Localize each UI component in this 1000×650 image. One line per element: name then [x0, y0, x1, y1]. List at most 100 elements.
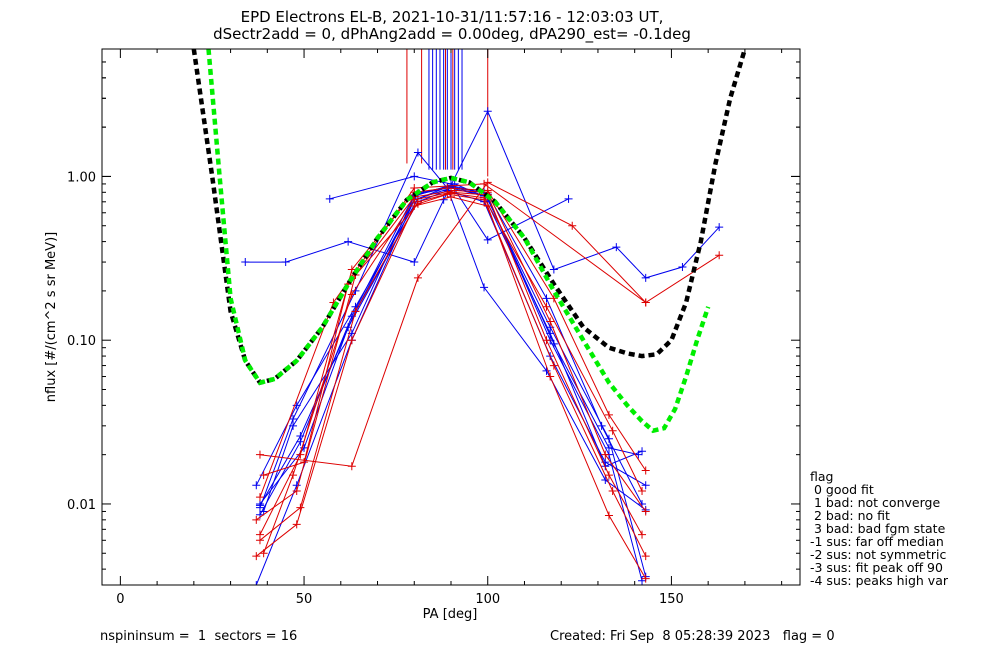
data-point-marker [638, 486, 647, 495]
fit-curve-green [206, 49, 711, 434]
y-tick-label: 0.01 [67, 498, 96, 513]
legend-item: 2 bad: no fit [810, 508, 890, 523]
data-point-marker [601, 476, 610, 485]
data-point-marker [604, 410, 613, 419]
data-point-marker [410, 172, 419, 181]
data-point-marker [546, 317, 555, 326]
x-tick-label: 0 [116, 592, 124, 607]
data-point-marker [347, 265, 356, 274]
data-point-marker [483, 235, 492, 244]
data-point-marker [638, 447, 647, 456]
footer-left: nspininsum = 1 sectors = 16 [100, 629, 297, 644]
data-point-marker [289, 415, 298, 424]
data-point-marker [252, 581, 261, 585]
data-point-marker [292, 486, 301, 495]
legend-item: -3 sus: fit peak off 90 [810, 560, 943, 575]
data-point-marker [604, 471, 613, 480]
data-point-marker [351, 307, 360, 316]
data-point-marker [549, 361, 558, 370]
data-point-marker [483, 186, 492, 195]
data-point-marker [289, 421, 298, 430]
data-point-marker [608, 486, 617, 495]
data-point-marker [344, 237, 353, 246]
x-tick-label: 150 [659, 592, 684, 607]
legend-item: -4 sus: peaks high var [810, 573, 949, 588]
data-point-marker [443, 183, 452, 192]
legend-item: 0 good fit [810, 482, 874, 497]
data-point-marker [546, 372, 555, 381]
data-point-marker [641, 298, 650, 307]
series-line-16 [259, 183, 720, 498]
chart-title-line2: dSectr2add = 0, dPhAng2add = 0.00deg, dP… [213, 25, 691, 44]
data-point-marker [546, 329, 555, 338]
data-point-marker [292, 520, 301, 529]
data-point-marker [641, 481, 650, 490]
data-point-marker [480, 179, 489, 188]
data-point-marker [638, 576, 647, 585]
data-point-marker [483, 107, 492, 116]
data-point-marker [296, 450, 305, 459]
data-point-marker [300, 458, 309, 467]
data-point-marker [678, 262, 687, 271]
series-line-10 [259, 193, 647, 557]
data-point-marker [597, 421, 606, 430]
series-line-15 [259, 181, 647, 467]
data-point-marker [715, 223, 724, 232]
series-line-11 [263, 191, 643, 554]
data-point-marker [568, 221, 577, 230]
data-point-marker [255, 530, 264, 539]
data-point-marker [601, 450, 610, 459]
chart-title-line1: EPD Electrons EL-B, 2021-10-31/11:57:16 … [241, 8, 664, 26]
legend-item: -1 sus: far off median [810, 534, 944, 549]
data-point-marker [296, 432, 305, 441]
data-point-marker [564, 194, 573, 203]
data-point-marker [715, 251, 724, 260]
data-point-marker [413, 273, 422, 282]
data-point-marker [255, 493, 264, 502]
x-tick-label: 100 [475, 592, 500, 607]
data-point-marker [252, 515, 261, 524]
data-point-marker [480, 283, 489, 292]
series-line-13 [256, 192, 643, 521]
data-point-marker [612, 243, 621, 252]
data-point-marker [608, 426, 617, 435]
data-point-marker [604, 434, 613, 443]
legend-item: 3 bad: bad fgm state [810, 521, 946, 536]
data-point-marker [542, 302, 551, 311]
fit-curve-black [191, 49, 748, 386]
data-point-marker [604, 443, 613, 452]
y-tick-label: 1.00 [67, 170, 96, 185]
data-point-marker [604, 511, 613, 520]
data-point-marker [241, 258, 250, 267]
footer-right: Created: Fri Sep 8 05:28:39 2023 flag = … [550, 629, 835, 644]
data-point-marker [413, 199, 422, 208]
data-point-marker [259, 471, 268, 480]
data-point-marker [347, 290, 356, 299]
data-point-marker [281, 258, 290, 267]
data-point-marker [447, 189, 455, 198]
legend: flag 0 good fit 1 bad: not converge 2 ba… [810, 469, 949, 588]
series-line-4 [259, 186, 647, 577]
data-point-marker [549, 265, 558, 274]
data-point-marker [641, 507, 650, 516]
data-point-marker [410, 258, 419, 267]
data-point-marker [255, 450, 264, 459]
x-axis-label: PA [deg] [423, 607, 478, 622]
x-tick-label: 50 [296, 592, 313, 607]
data-point-marker [259, 549, 268, 558]
data-point-marker [641, 574, 650, 583]
data-point-marker [296, 503, 305, 512]
series-line-9 [255, 196, 647, 579]
data-point-marker [252, 552, 261, 561]
data-point-marker [641, 273, 650, 282]
data-point-marker [252, 481, 261, 490]
data-point-marker [347, 462, 356, 471]
y-tick-label: 0.10 [67, 334, 96, 349]
data-point-marker [542, 294, 551, 303]
data-point-marker [410, 183, 419, 192]
data-point-marker [325, 194, 334, 203]
legend-item: -2 sus: not symmetric [810, 547, 946, 562]
data-point-marker [292, 401, 301, 410]
data-point-marker [641, 466, 650, 475]
